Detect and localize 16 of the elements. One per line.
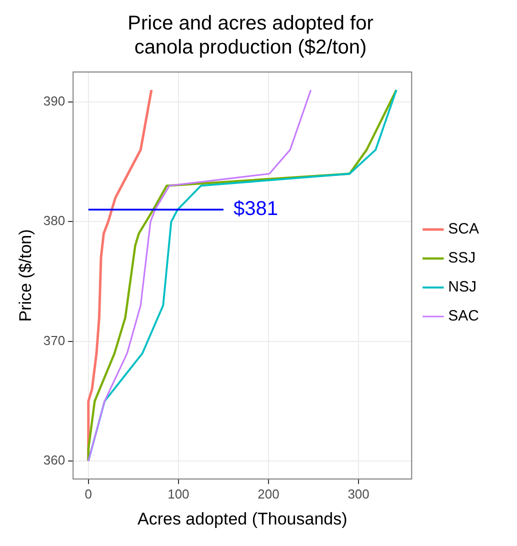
legend-label: SAC	[448, 308, 480, 325]
y-tick-label: 380	[43, 213, 66, 228]
legend-label: NSJ	[448, 278, 476, 296]
y-tick-label: 370	[43, 332, 66, 348]
x-tick-label: 200	[258, 486, 280, 502]
y-tick-label: 390	[43, 94, 66, 109]
legend-label: SSJ	[448, 250, 476, 267]
x-tick-label: 0	[84, 486, 92, 502]
y-tick-label: 360	[43, 452, 66, 468]
chart-title: Price and acres adopted for canola production ($2/ton)	[128, 12, 374, 59]
annotation: $381	[233, 198, 278, 220]
y-axis-title: Price ($/ton)	[16, 229, 35, 322]
legend-label: SCA	[448, 220, 479, 238]
x-tick-label: 100	[168, 486, 190, 502]
x-axis-title: Acres adopted (Thousands)	[137, 509, 348, 528]
x-tick-label: 300	[348, 486, 370, 502]
